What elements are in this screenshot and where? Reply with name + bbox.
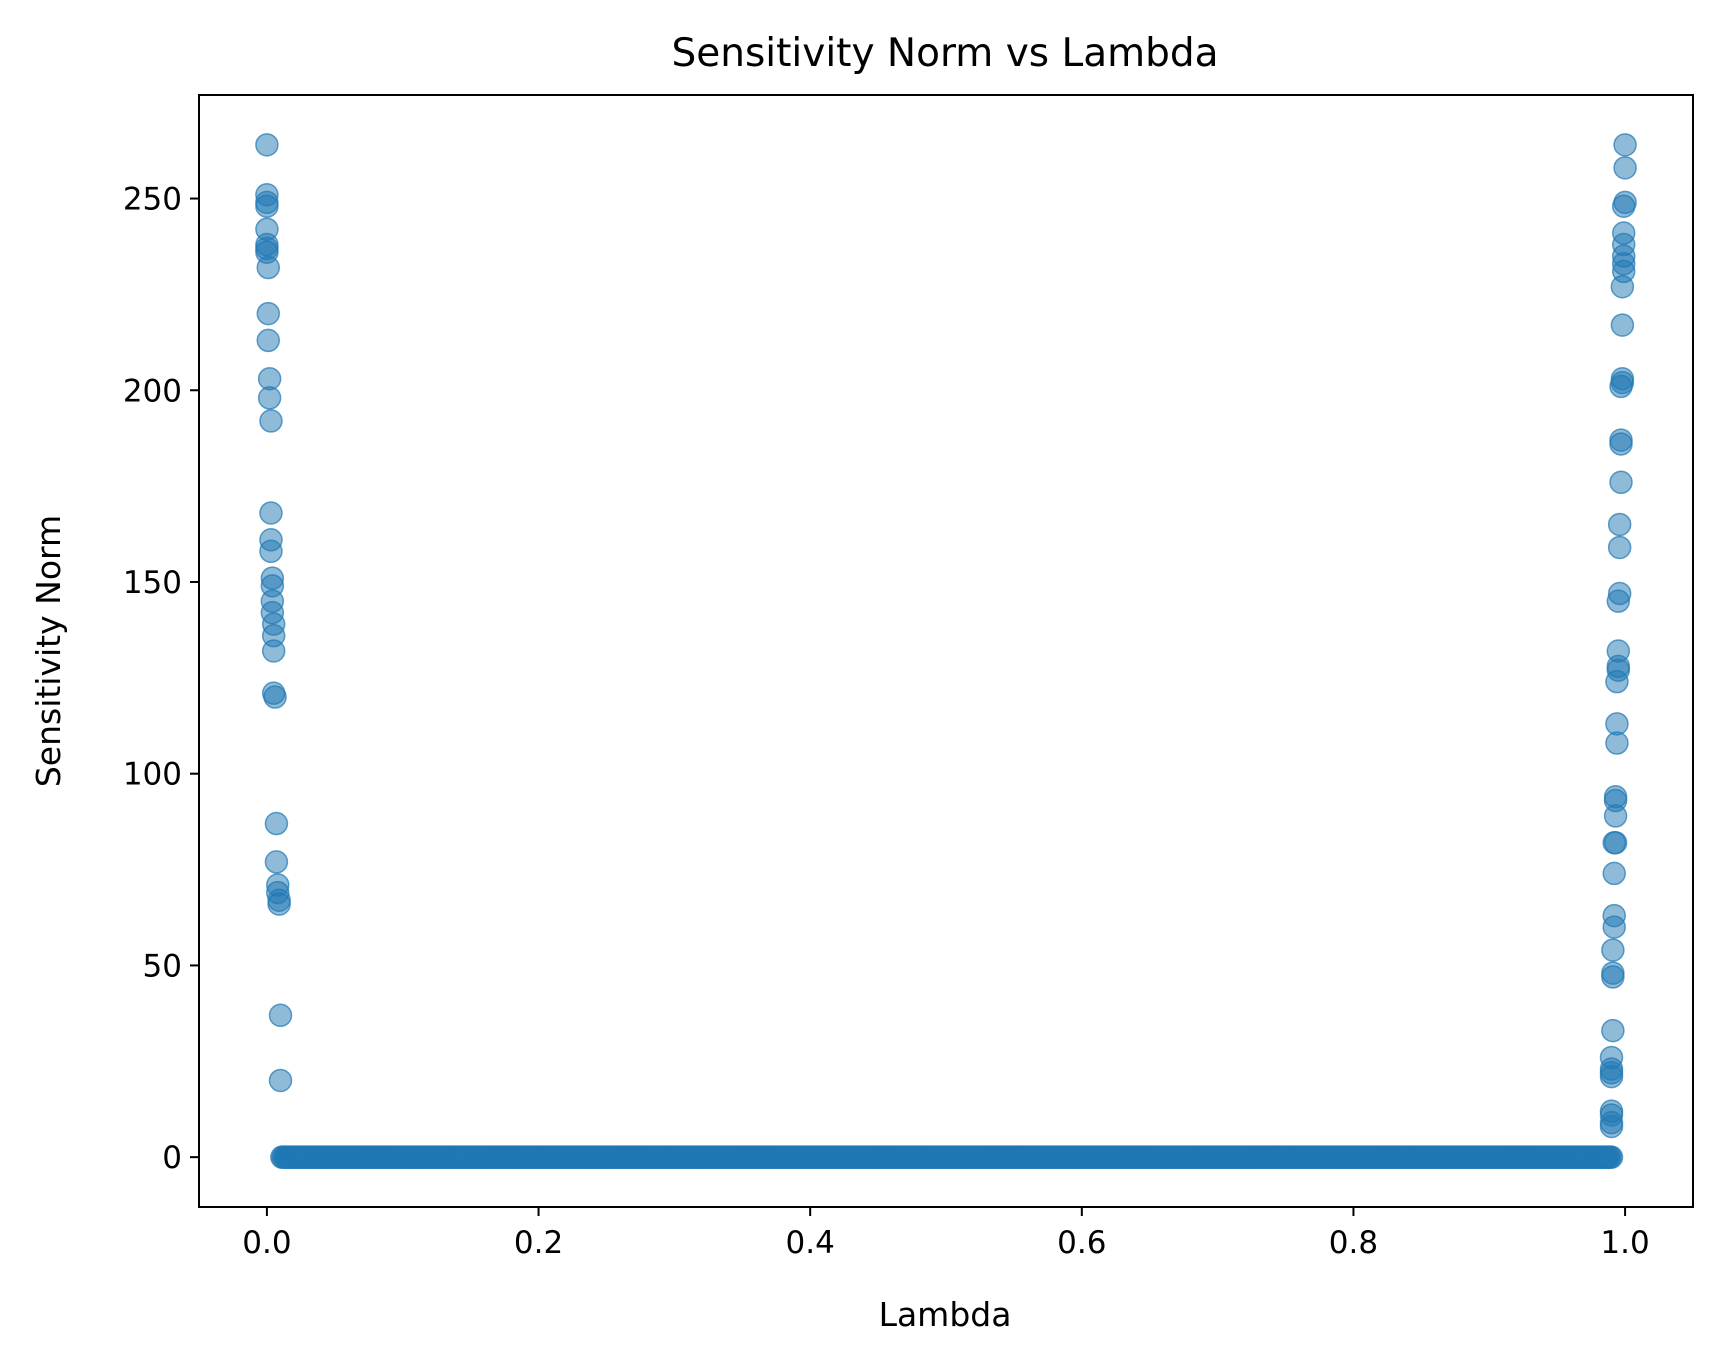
data-point bbox=[1609, 428, 1633, 452]
data-point bbox=[1602, 861, 1626, 886]
x-tick-label: 0.0 bbox=[242, 1225, 291, 1261]
x-tick-label: 0.4 bbox=[786, 1225, 835, 1261]
data-point bbox=[255, 133, 279, 157]
x-tick-label: 1.0 bbox=[1600, 1225, 1649, 1261]
y-tick-label: 250 bbox=[123, 182, 182, 218]
data-point bbox=[268, 1068, 293, 1093]
x-tick-label: 0.2 bbox=[514, 1225, 563, 1261]
y-tick-label: 150 bbox=[123, 565, 182, 601]
data-point bbox=[1610, 367, 1635, 391]
data-point bbox=[1601, 938, 1625, 962]
y-tick-label: 0 bbox=[162, 1140, 182, 1176]
x-tick-label: 0.8 bbox=[1329, 1225, 1378, 1261]
data-point bbox=[1605, 712, 1629, 736]
data-point bbox=[1607, 581, 1632, 606]
data-point bbox=[259, 539, 283, 564]
data-point bbox=[263, 685, 287, 709]
data-point bbox=[1603, 784, 1628, 809]
data-point bbox=[1613, 156, 1637, 180]
data-point bbox=[1607, 535, 1632, 560]
x-axis-ticks: 0.0 0.2 0.4 0.6 0.8 1.0 bbox=[242, 1207, 1650, 1261]
data-point bbox=[264, 811, 289, 836]
x-axis-label: Lambda bbox=[879, 1295, 1012, 1334]
data-point bbox=[256, 255, 281, 280]
y-axis-label: Sensitivity Norm bbox=[29, 515, 68, 787]
data-point bbox=[257, 386, 282, 410]
data-point bbox=[1607, 512, 1632, 537]
data-point bbox=[1613, 133, 1637, 157]
data-point bbox=[259, 409, 283, 433]
data-point bbox=[1601, 1018, 1625, 1043]
data-point bbox=[1601, 961, 1625, 985]
data-point bbox=[1611, 221, 1636, 245]
data-point bbox=[1609, 470, 1633, 495]
y-tick-label: 50 bbox=[143, 948, 182, 984]
y-tick-label: 100 bbox=[123, 757, 182, 793]
data-point bbox=[1599, 1145, 1624, 1169]
data-point bbox=[1599, 1099, 1624, 1123]
data-point bbox=[1602, 903, 1626, 928]
data-point bbox=[256, 328, 281, 353]
data-point bbox=[1603, 830, 1628, 855]
data-points bbox=[255, 133, 1637, 1169]
data-point bbox=[256, 301, 281, 326]
data-point bbox=[1599, 1045, 1624, 1070]
data-point bbox=[267, 892, 291, 916]
data-point bbox=[261, 639, 286, 663]
y-tick-label: 200 bbox=[123, 373, 182, 409]
data-point bbox=[268, 1003, 293, 1028]
data-point bbox=[264, 850, 289, 874]
x-tick-label: 0.6 bbox=[1057, 1225, 1106, 1261]
y-axis-ticks: 0 50 100 150 200 250 bbox=[123, 182, 199, 1176]
chart-title: Sensitivity Norm vs Lambda bbox=[671, 31, 1218, 76]
data-point bbox=[255, 194, 279, 218]
plot-area-frame bbox=[198, 94, 1694, 1208]
data-point bbox=[1613, 190, 1637, 215]
data-point bbox=[1606, 639, 1631, 663]
data-point bbox=[259, 501, 283, 525]
data-point bbox=[1610, 313, 1635, 337]
